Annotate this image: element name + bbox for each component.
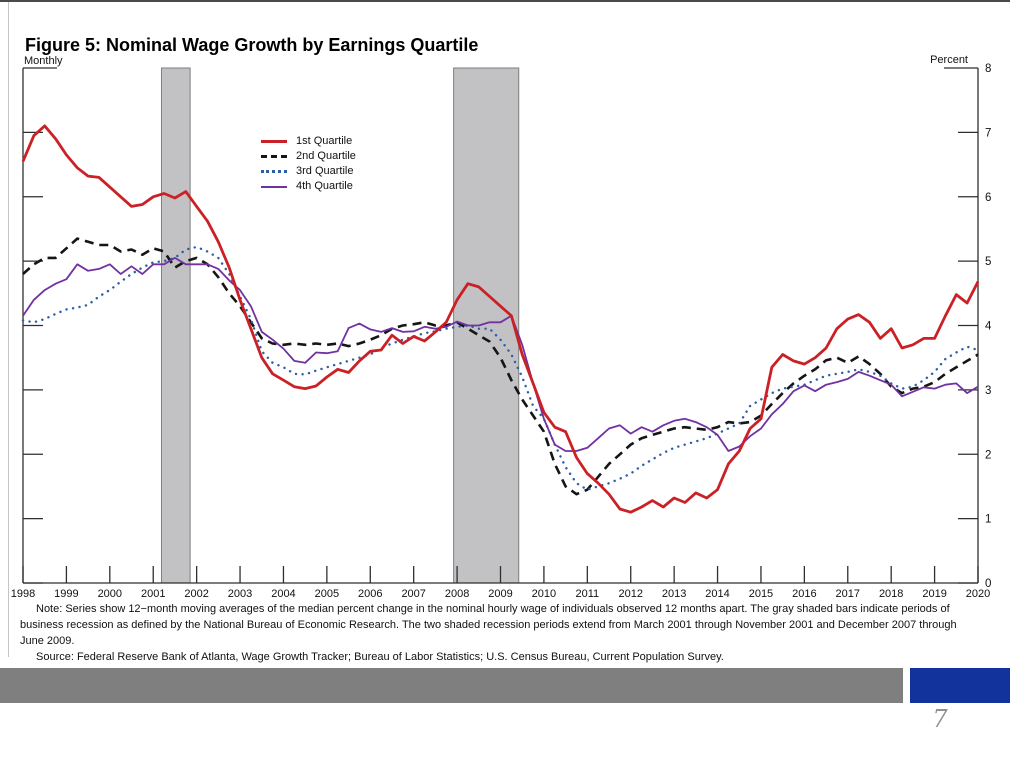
footer-gray-bar [0,668,903,703]
y-axis-tick-label: 2 [985,449,991,461]
legend-swatch-q4 [261,185,287,188]
legend-label-q2: 2nd Quartile [296,150,356,162]
legend-swatch-q2 [261,155,287,158]
x-axis-tick-label: 2002 [184,588,208,600]
x-axis-tick-label: 2000 [98,588,122,600]
chart-legend: 1st Quartile 2nd Quartile 3rd Quartile 4th … [261,134,356,194]
y-axis-tick-label: 4 [985,321,992,333]
series-line-q3 [21,245,980,491]
y-axis-tick-label: 3 [985,385,991,397]
series-line-q2 [22,237,979,496]
figure-title: Figure 5: Nominal Wage Growth by Earning… [25,35,479,55]
x-axis-tick-label: 2020 [966,588,990,600]
y-axis-tick-label: 8 [985,63,991,75]
source-text: Source: Federal Reserve Bank of Atlanta,… [36,651,724,663]
slide-page-number: 7 [932,705,948,733]
y-axis-tick-label: 5 [985,256,991,268]
x-axis-tick-label: 1998 [11,588,35,600]
x-axis-tick-label: 2005 [315,588,339,600]
x-axis-tick-label: 2012 [618,588,642,600]
legend-item-q2: 2nd Quartile [261,149,356,164]
wage-growth-line-chart: 0 1 2 3 4 5 6 7 8 1998 1999 2000 2001 2002 2003 2004 200… [11,63,992,600]
legend-item-q1: 1st Quartile [261,134,356,149]
series-line-q4 [22,257,979,452]
note-text: Note: Series show 12−month moving averag… [20,603,957,647]
x-axis-tick-label: 2006 [358,588,382,600]
x-axis-tick-label: 2013 [662,588,686,600]
figure-notes: Note: Series show 12−month moving averag… [20,601,982,665]
x-axis-tick-label: 2010 [532,588,556,600]
x-axis-tick-label: 2007 [401,588,425,600]
x-axis-tick-label: 2009 [488,588,512,600]
slide-top-border [0,0,1010,2]
y-axis-tick-label: 7 [985,127,991,139]
x-axis-tick-label: 1999 [54,588,78,600]
x-axis-tick-label: 2001 [141,588,165,600]
legend-swatch-q3 [261,170,287,173]
right-axis-unit-label: Percent [930,54,968,66]
legend-label-q3: 3rd Quartile [296,165,354,177]
legend-label-q1: 1st Quartile [296,135,353,147]
y-axis-tick-label: 1 [985,514,991,526]
y-axis-tick-label: 6 [985,192,991,204]
legend-item-q4: 4th Quartile [261,179,356,194]
left-axis-unit-label: Monthly [24,55,63,67]
legend-swatch-q1 [261,140,287,143]
footer-navy-bar [910,668,1010,703]
x-axis-tick-label: 2008 [445,588,469,600]
series-line-q1 [21,124,980,514]
x-axis-tick-label: 2019 [922,588,946,600]
x-axis-tick-label: 2018 [879,588,903,600]
y-axis-tick-label: 0 [985,578,991,590]
x-axis-tick-label: 2011 [575,588,599,600]
legend-label-q4: 4th Quartile [296,180,353,192]
x-axis-tick-label: 2004 [271,588,295,600]
legend-item-q3: 3rd Quartile [261,164,356,179]
x-axis-tick-label: 2017 [836,588,860,600]
x-axis-tick-label: 2016 [792,588,816,600]
x-axis-tick-label: 2014 [705,588,729,600]
x-axis-tick-label: 2003 [228,588,252,600]
x-axis-tick-label: 2015 [749,588,773,600]
slide-left-border [8,2,9,657]
recession-bar [160,67,191,584]
